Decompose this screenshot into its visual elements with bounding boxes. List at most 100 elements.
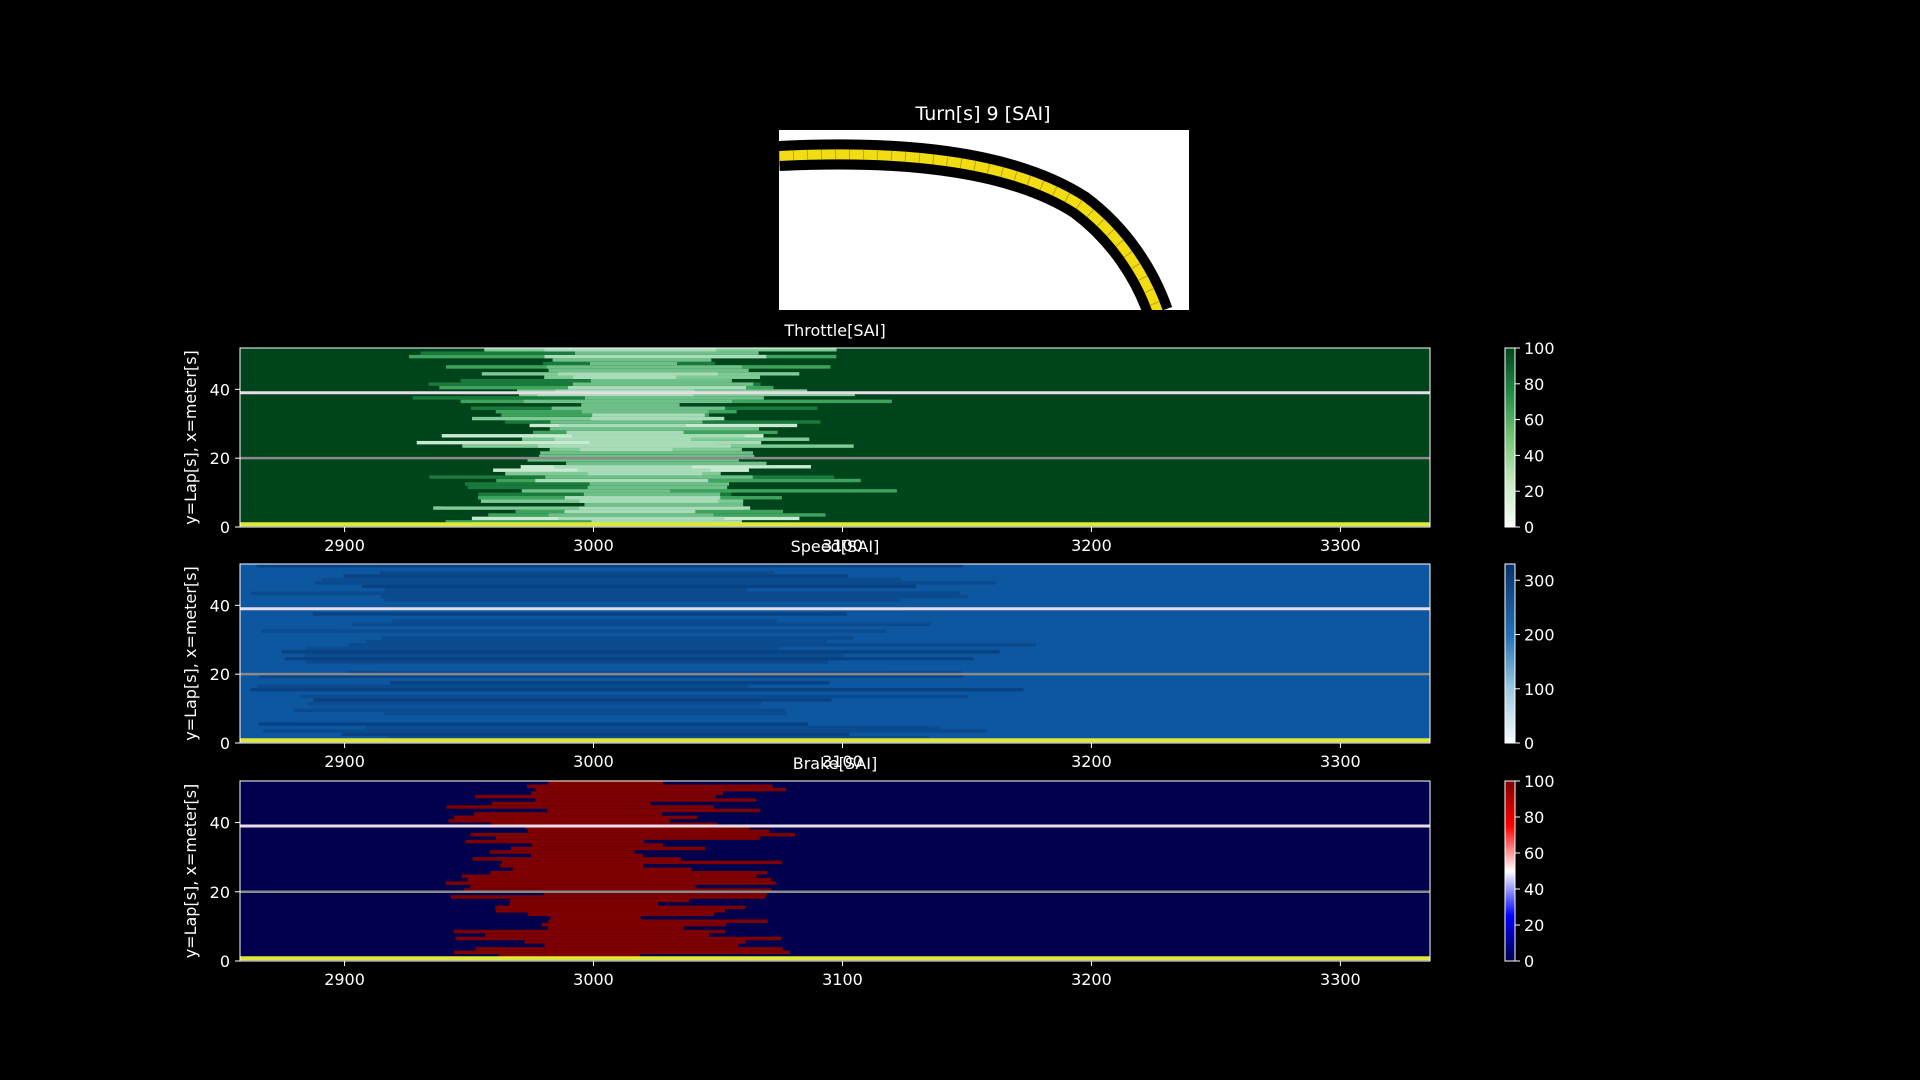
heatmap-row: [250, 591, 960, 595]
heatmap-row: [257, 684, 749, 688]
heatmap-row: [531, 791, 724, 795]
heatmap-row: [343, 601, 914, 606]
colorbar-tick-label: 0: [1524, 734, 1534, 753]
heatmap-row-core: [579, 506, 751, 510]
heatmap-row-core: [564, 496, 721, 500]
heatmap-row-core: [549, 427, 760, 431]
heatmap-row: [250, 687, 1024, 692]
heatmap-row: [525, 826, 749, 830]
heatmap-row: [512, 867, 692, 871]
colorbar-tick-label: 0: [1524, 518, 1534, 537]
heatmap-row-core: [558, 372, 718, 376]
heatmap-row: [281, 650, 1000, 654]
colorbar-tick-label: 80: [1524, 808, 1544, 827]
heatmap-row-core: [537, 444, 731, 448]
heatmap-row-core: [553, 465, 692, 469]
colorbar-tick-label: 80: [1524, 375, 1544, 394]
heatmap-row: [509, 902, 658, 906]
heatmap-row-core: [590, 416, 725, 421]
heatmap-row: [446, 805, 714, 809]
heatmap-row: [548, 781, 663, 785]
heatmap-row: [261, 629, 886, 633]
plot-frame: [239, 780, 1431, 962]
heatmap-row-core: [583, 492, 721, 497]
heatmap-row: [527, 912, 715, 916]
figure-title: Turn[s] 9 [SAI]: [914, 103, 1050, 125]
x-tick-label: 3100: [822, 970, 863, 989]
heatmap-row: [510, 898, 690, 903]
heatmap-row: [262, 729, 987, 733]
heatmap-row: [280, 715, 834, 719]
heatmap-row-core: [548, 513, 714, 517]
x-tick-label: 3300: [1320, 752, 1361, 771]
heatmap-row: [455, 936, 782, 941]
colorbar-tick-label: 300: [1524, 571, 1555, 590]
x-tick-label: 3100: [822, 752, 863, 771]
heatmap-row-core: [572, 382, 754, 386]
heatmap-row: [550, 916, 641, 920]
track-map: [779, 130, 1189, 310]
heatmap-row-core: [550, 420, 703, 424]
heatmap-row-core: [559, 423, 686, 428]
heatmap-row: [341, 732, 850, 737]
colorbar-tick-label: 40: [1524, 880, 1544, 899]
x-tick-label: 3200: [1071, 536, 1112, 555]
heatmap-row-core: [589, 361, 678, 366]
heatmap-row-core: [589, 440, 762, 445]
heatmap-row: [450, 895, 766, 899]
heatmap-row: [384, 588, 748, 592]
plot-frame: [239, 563, 1431, 744]
heatmap-row-core: [548, 368, 749, 373]
heatmap-row: [365, 639, 827, 644]
x-tick-label: 3300: [1320, 970, 1361, 989]
colorbar-gradient: [1504, 563, 1516, 744]
heatmap-row-core: [555, 389, 695, 393]
heatmap-row: [475, 947, 783, 951]
heatmap-row: [454, 950, 791, 955]
heatmap-row-core: [545, 475, 753, 479]
heatmap-row: [381, 594, 968, 599]
colorbar-tick-label: 200: [1524, 626, 1555, 645]
heatmap-row: [531, 843, 663, 847]
heatmap-row-core: [535, 478, 709, 483]
heatmap-row-core: [546, 365, 742, 369]
heatmap-row-core: [575, 351, 759, 355]
heatmap-row: [461, 874, 757, 878]
heatmap-row: [501, 860, 783, 865]
heatmap-row: [341, 605, 894, 609]
heatmap-row-core: [584, 396, 764, 400]
heatmap-row-core: [566, 461, 767, 466]
heatmap-row: [372, 667, 887, 671]
y-tick-label: 0: [220, 734, 230, 753]
panel-title: Brake[SAI]: [793, 754, 878, 773]
heatmap-row: [313, 698, 832, 702]
heatmap-row: [301, 691, 837, 695]
y-tick-label: 0: [220, 518, 230, 537]
panel-throttle: 2900 3000 3100 3200 3300 0 20 40 Throttle[SAI] y=…: [181, 321, 1555, 555]
heatmap-row: [308, 701, 762, 706]
heatmap-row: [305, 646, 779, 651]
heatmap-row: [553, 489, 897, 493]
heatmap-row: [526, 784, 773, 788]
x-tick-label: 2900: [324, 970, 365, 989]
plot-frame: [239, 347, 1431, 528]
heatmap-row: [362, 584, 916, 589]
heatmap-row-core: [584, 502, 744, 507]
colorbar-tick-label: 100: [1524, 680, 1555, 699]
colorbar-tick-label: 60: [1524, 844, 1544, 863]
x-tick-label: 2900: [324, 536, 365, 555]
heatmap-row: [510, 846, 706, 851]
heatmap-row: [293, 708, 786, 713]
colorbar: 0 20 40 60 80 100: [1504, 772, 1555, 971]
y-tick-label: 20: [210, 665, 230, 684]
colorbar: 0 20 40 60 80 100: [1504, 339, 1555, 537]
heatmap-row: [315, 581, 996, 585]
heatmap-row: [365, 725, 940, 730]
heatmap-row-core: [589, 482, 730, 486]
heatmap-row: [544, 943, 739, 948]
heatmap-row: [258, 722, 808, 726]
heatmap-row: [470, 832, 796, 837]
heatmap-row: [381, 636, 854, 640]
heatmap-row-core: [527, 458, 739, 462]
